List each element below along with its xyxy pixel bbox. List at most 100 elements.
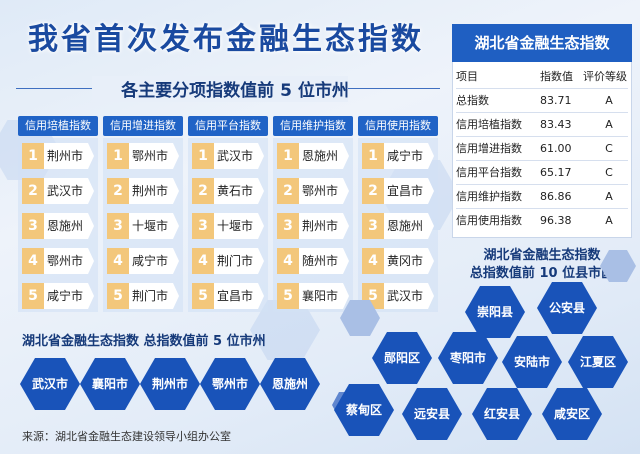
rank-badge: 4 — [277, 248, 299, 274]
rank-city: 黄石市 — [214, 178, 264, 204]
rank-badge: 1 — [362, 143, 384, 169]
rank-item: 5 荆门市 — [107, 283, 179, 309]
table-row: 信用培植指数 83.43 A — [456, 114, 628, 136]
rank-badge: 1 — [22, 143, 44, 169]
rank-item: 4 荆门市 — [192, 248, 264, 274]
rank-item: 4 黄冈市 — [362, 248, 434, 274]
rank-badge: 5 — [277, 283, 299, 309]
rank-city: 恩施州 — [299, 143, 349, 169]
table-cell: A — [605, 118, 613, 131]
top-cities-title: 湖北省金融生态指数 总指数值前 5 位市州 — [22, 334, 266, 349]
county-hex: 远安县 — [402, 388, 462, 440]
table-header-cell: 评价等级 — [583, 70, 627, 83]
table-row: 信用增进指数 61.00 C — [456, 138, 628, 160]
column-header-credit-usage: 信用使用指数 — [358, 116, 438, 136]
table-divider — [456, 88, 628, 89]
table-divider — [456, 160, 628, 161]
rank-item: 2 黄石市 — [192, 178, 264, 204]
table-row: 信用维护指数 86.86 A — [456, 186, 628, 208]
rank-city: 武汉市 — [214, 143, 264, 169]
table-cell: 83.71 — [540, 94, 572, 107]
table-cell: 信用使用指数 — [456, 214, 522, 227]
column-header-credit-enhancement: 信用增进指数 — [103, 116, 183, 136]
rank-city: 十堰市 — [214, 213, 264, 239]
rank-city: 鄂州市 — [299, 178, 349, 204]
rank-item: 5 宜昌市 — [192, 283, 264, 309]
rank-city: 咸宁市 — [44, 283, 94, 309]
rank-item: 3 恩施州 — [22, 213, 94, 239]
subtitle: 各主要分项指数值前 5 位市州 — [121, 81, 349, 101]
table-cell: 信用增进指数 — [456, 142, 522, 155]
rank-item: 5 咸宁市 — [22, 283, 94, 309]
top-city-hex: 鄂州市 — [200, 358, 260, 410]
rank-item: 1 武汉市 — [192, 143, 264, 169]
county-hex: 红安县 — [472, 388, 532, 440]
top-city-hex: 荆州市 — [140, 358, 200, 410]
table-cell: A — [605, 94, 613, 107]
county-hex: 咸安区 — [542, 388, 602, 440]
rank-badge: 4 — [22, 248, 44, 274]
rank-item: 1 鄂州市 — [107, 143, 179, 169]
top-city-hex: 恩施州 — [260, 358, 320, 410]
rank-item: 3 恩施州 — [362, 213, 434, 239]
rank-badge: 2 — [362, 178, 384, 204]
rank-item: 5 襄阳市 — [277, 283, 349, 309]
county-title: 湖北省金融生态指数 — [483, 248, 601, 263]
rank-city: 鄂州市 — [44, 248, 94, 274]
rank-item: 1 荆州市 — [22, 143, 94, 169]
table-divider — [456, 208, 628, 209]
table-row: 信用平台指数 65.17 C — [456, 162, 628, 184]
rank-badge: 4 — [362, 248, 384, 274]
rank-badge: 1 — [107, 143, 129, 169]
table-row: 总指数 83.71 A — [456, 90, 628, 112]
rank-badge: 5 — [22, 283, 44, 309]
rank-item: 2 鄂州市 — [277, 178, 349, 204]
rank-badge: 2 — [107, 178, 129, 204]
rank-city: 宜昌市 — [214, 283, 264, 309]
source-note: 来源：湖北省金融生态建设领导小组办公室 — [22, 430, 231, 443]
table-cell: 61.00 — [540, 142, 572, 155]
rank-city: 宜昌市 — [384, 178, 434, 204]
rank-city: 咸宁市 — [129, 248, 179, 274]
county-hex: 江夏区 — [568, 336, 628, 388]
rank-badge: 2 — [192, 178, 214, 204]
county-subtitle: 总指数值前 10 位县市区 — [469, 266, 615, 281]
rank-badge: 2 — [277, 178, 299, 204]
table-row: 信用使用指数 96.38 A — [456, 210, 628, 232]
rank-city: 荆州市 — [44, 143, 94, 169]
table-cell: C — [605, 166, 613, 179]
rank-item: 2 宜昌市 — [362, 178, 434, 204]
rank-city: 荆门市 — [129, 283, 179, 309]
rank-badge: 1 — [192, 143, 214, 169]
rank-badge: 2 — [22, 178, 44, 204]
rank-city: 鄂州市 — [129, 143, 179, 169]
column-header-credit-platform: 信用平台指数 — [188, 116, 268, 136]
rank-item: 4 随州市 — [277, 248, 349, 274]
rank-city: 十堰市 — [129, 213, 179, 239]
table-cell: 86.86 — [540, 190, 572, 203]
rank-city: 咸宁市 — [384, 143, 434, 169]
column-header-credit-maintenance: 信用维护指数 — [273, 116, 353, 136]
rank-badge: 3 — [362, 213, 384, 239]
rank-badge: 5 — [192, 283, 214, 309]
rank-badge: 3 — [277, 213, 299, 239]
rank-city: 荆州市 — [299, 213, 349, 239]
table-header-cell: 指数值 — [540, 70, 573, 83]
rank-item: 2 武汉市 — [22, 178, 94, 204]
rank-city: 襄阳市 — [299, 283, 349, 309]
table-divider — [456, 112, 628, 113]
rank-city: 随州市 — [299, 248, 349, 274]
table-cell: 信用培植指数 — [456, 118, 522, 131]
table-cell: 信用平台指数 — [456, 166, 522, 179]
rank-city: 恩施州 — [44, 213, 94, 239]
table-divider — [456, 184, 628, 185]
rank-city: 武汉市 — [44, 178, 94, 204]
table-cell: A — [605, 214, 613, 227]
rank-badge: 1 — [277, 143, 299, 169]
rank-badge: 3 — [192, 213, 214, 239]
rank-badge: 3 — [22, 213, 44, 239]
table-cell: C — [605, 142, 613, 155]
rank-item: 3 十堰市 — [107, 213, 179, 239]
rank-item: 2 荆州市 — [107, 178, 179, 204]
